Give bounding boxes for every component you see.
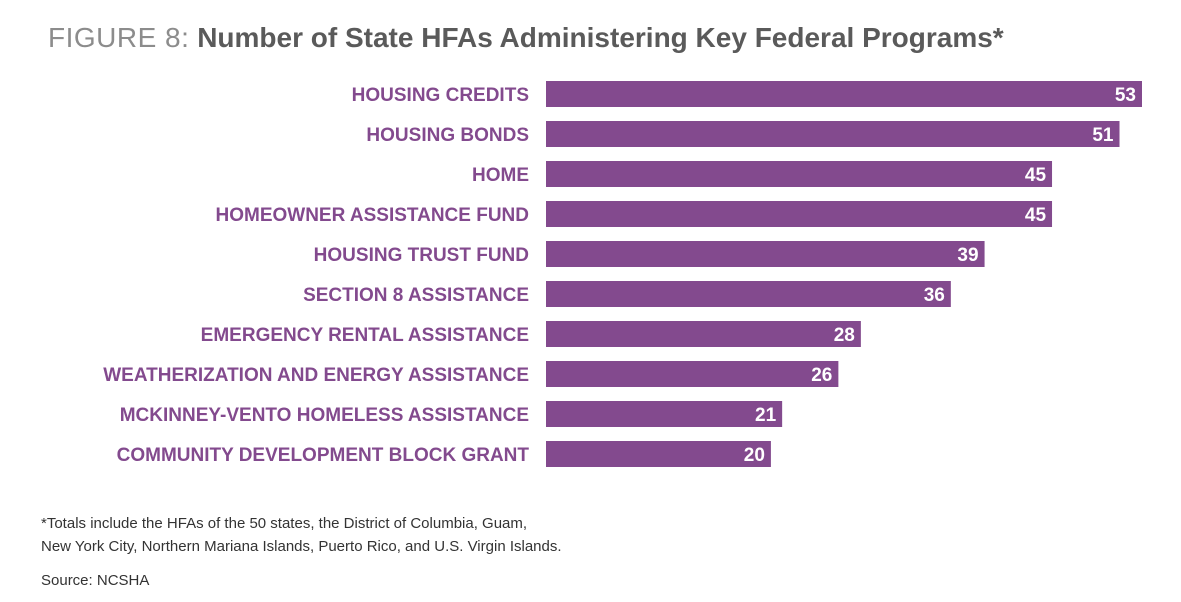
bar-value-label: 51 <box>1092 125 1114 146</box>
bar <box>546 361 839 387</box>
bar <box>546 81 1142 107</box>
category-label: HOME <box>472 165 529 186</box>
bar-value-label: 36 <box>924 285 945 306</box>
bar <box>546 241 985 267</box>
bar-value-label: 45 <box>1025 165 1047 186</box>
bar-value-label: 20 <box>744 445 765 466</box>
category-label: HOUSING BONDS <box>366 125 529 146</box>
category-label: EMERGENCY RENTAL ASSISTANCE <box>201 325 529 346</box>
category-label: COMMUNITY DEVELOPMENT BLOCK GRANT <box>117 445 530 466</box>
bar-value-label: 21 <box>755 405 777 426</box>
category-label: HOUSING TRUST FUND <box>314 245 529 266</box>
category-label: MCKINNEY-VENTO HOMELESS ASSISTANCE <box>120 405 529 426</box>
bar <box>546 201 1053 227</box>
figure-number: FIGURE 8: <box>48 22 190 53</box>
bar <box>546 401 783 427</box>
category-label: SECTION 8 ASSISTANCE <box>303 285 529 306</box>
title-text: Number of State HFAs Administering Key F… <box>197 22 1004 53</box>
source-note: Source: NCSHA <box>41 572 150 589</box>
footnote-line-2: New York City, Northern Mariana Islands,… <box>41 538 562 555</box>
bar <box>546 161 1053 187</box>
bar-value-label: 53 <box>1115 85 1136 106</box>
bar-value-label: 28 <box>834 325 855 346</box>
bar <box>546 321 861 347</box>
chart-title: FIGURE 8: Number of State HFAs Administe… <box>48 22 1004 54</box>
bar-value-label: 26 <box>811 365 832 386</box>
category-label: WEATHERIZATION AND ENERGY ASSISTANCE <box>103 365 529 386</box>
bar <box>546 121 1120 147</box>
category-label: HOMEOWNER ASSISTANCE FUND <box>216 205 530 226</box>
bar-value-label: 39 <box>957 245 978 266</box>
bar-chart: HOUSING CREDITS 53 HOUSING BONDS 51 HOME 45 HO… <box>103 81 1142 467</box>
bar-value-label: 45 <box>1025 205 1047 226</box>
footnote: *Totals include the HFAs of the 50 state… <box>41 512 741 558</box>
bar <box>546 441 771 467</box>
footnote-line-1: *Totals include the HFAs of the 50 state… <box>41 515 528 532</box>
category-label: HOUSING CREDITS <box>352 85 529 106</box>
bar <box>546 281 951 307</box>
